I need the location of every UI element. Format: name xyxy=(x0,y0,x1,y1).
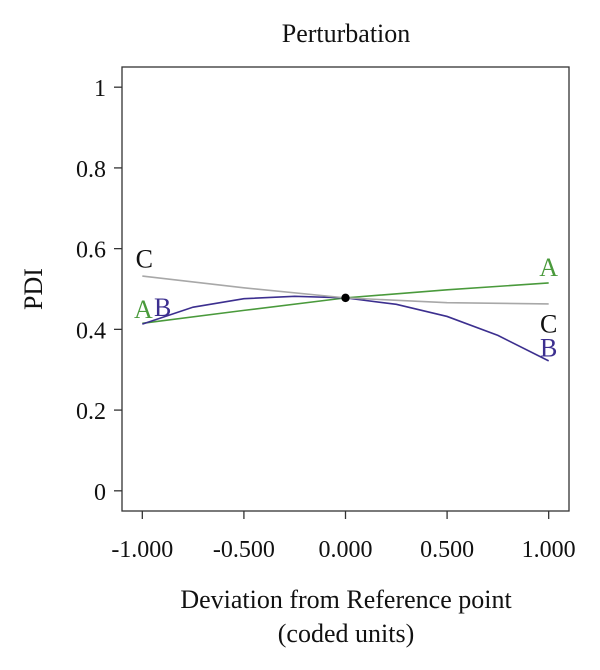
series-label-c: C xyxy=(136,245,153,274)
plot-frame xyxy=(121,66,570,512)
chart-title: Perturbation xyxy=(282,19,411,48)
y-tick-label: 1 xyxy=(94,76,106,102)
series-label-b: B xyxy=(154,293,171,322)
x-tick-label: -1.000 xyxy=(111,537,173,563)
series-label-a: A xyxy=(134,295,153,324)
x-tick-label: -0.500 xyxy=(213,537,275,563)
x-tick-label: 1.000 xyxy=(522,537,576,563)
series-line-b xyxy=(142,295,550,362)
y-tick-label: 0.6 xyxy=(76,238,106,264)
x-axis: -1.000 -0.500 0.000 0.500 1.000 xyxy=(111,511,576,563)
series-label-c: C xyxy=(540,309,557,338)
y-tick-label: 0 xyxy=(94,480,106,506)
x-axis-label-line1: Deviation from Reference point xyxy=(180,585,512,614)
x-tick-label: 0.500 xyxy=(420,537,474,563)
x-axis-label-line2: (coded units) xyxy=(278,619,414,648)
y-tick-label: 0.4 xyxy=(76,318,106,344)
series-layer xyxy=(142,275,550,362)
y-tick-label: 0.2 xyxy=(76,399,106,425)
series-label-b: B xyxy=(540,334,557,363)
y-tick-label: 0.8 xyxy=(76,157,106,183)
series-label-a: A xyxy=(539,253,558,282)
y-axis: 0 0.2 0.4 0.6 0.8 1 xyxy=(76,76,122,506)
y-axis-label: PDI xyxy=(19,268,48,310)
x-tick-label: 0.000 xyxy=(319,537,373,563)
reference-point xyxy=(341,293,350,303)
